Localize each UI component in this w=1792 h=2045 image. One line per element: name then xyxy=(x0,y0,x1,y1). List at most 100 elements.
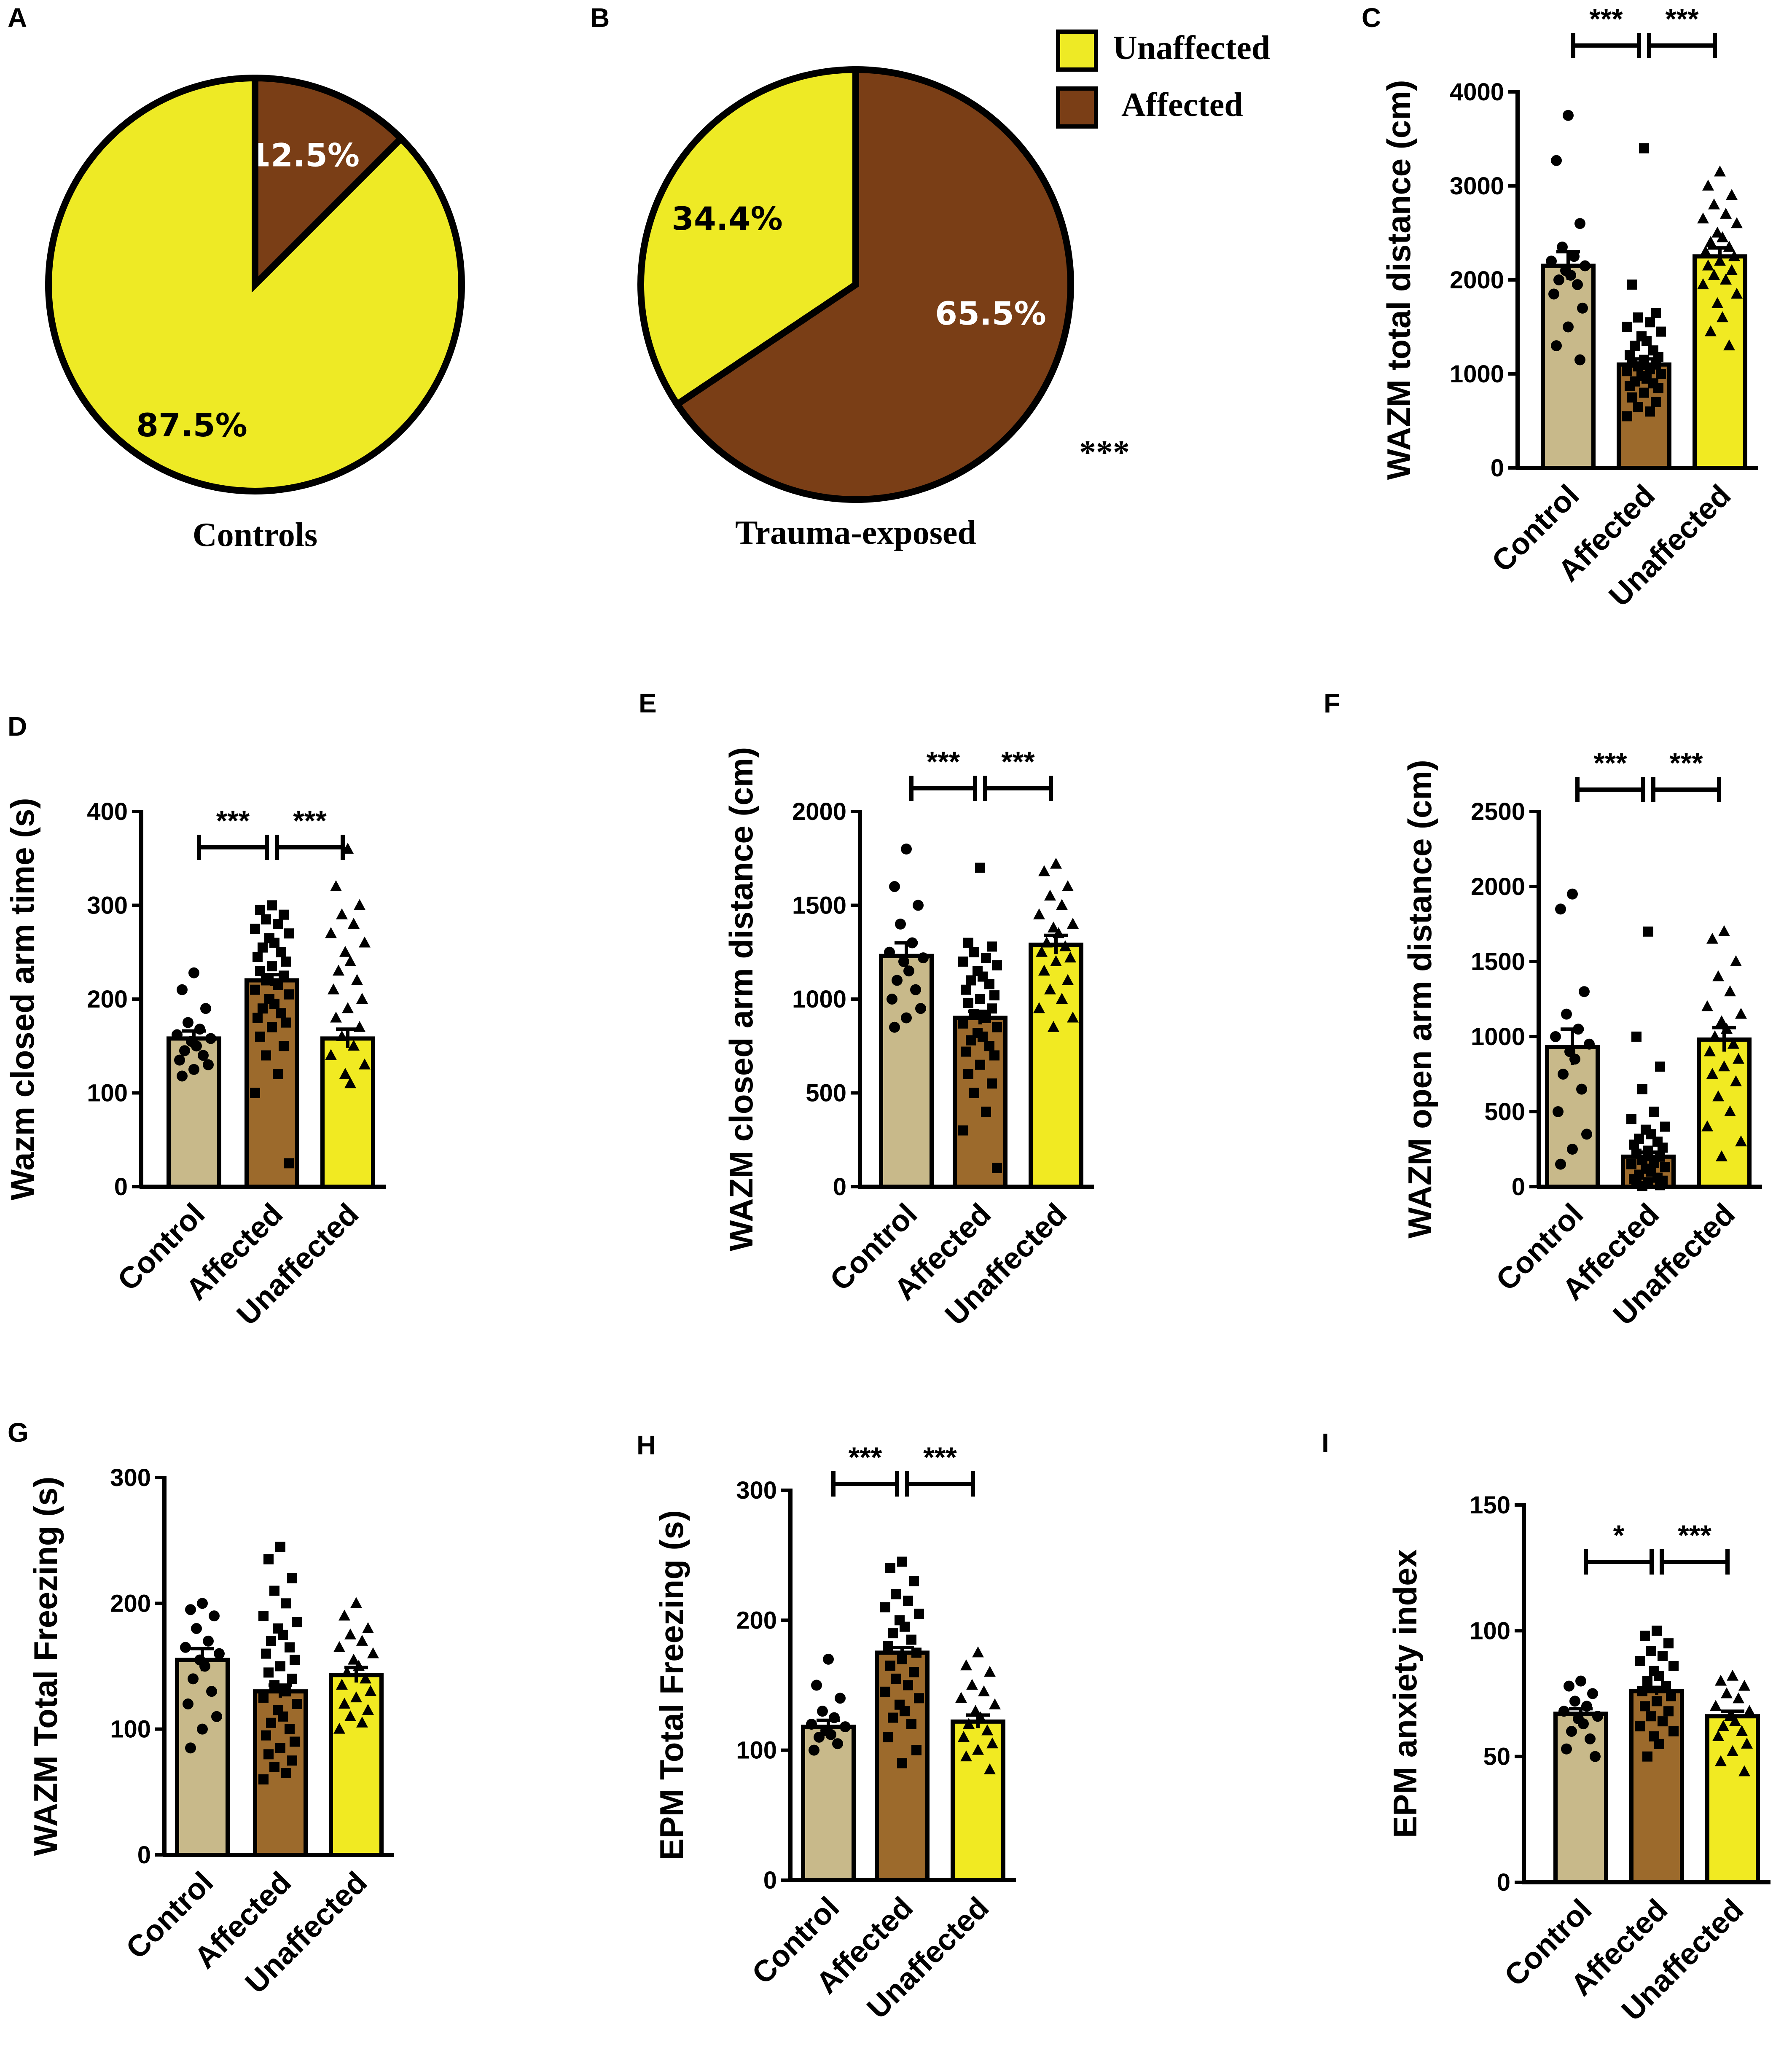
data-point xyxy=(1551,155,1562,166)
y-tick-label: 300 xyxy=(736,1477,777,1504)
data-point xyxy=(1561,1743,1572,1755)
y-tick-label: 0 xyxy=(833,1173,846,1201)
data-point xyxy=(901,1012,912,1024)
data-point xyxy=(1038,865,1050,876)
data-point xyxy=(290,1736,300,1747)
data-point xyxy=(273,1069,283,1079)
y-tick-label: 1000 xyxy=(792,986,846,1013)
data-point xyxy=(892,975,903,986)
y-tick-label: 2000 xyxy=(1450,266,1504,294)
data-point xyxy=(981,1107,991,1117)
bar-chart-e: E WAZM closed arm distance (cm) 0 500 1000 15… xyxy=(639,688,1094,1332)
data-point xyxy=(889,1021,900,1033)
data-point xyxy=(888,1628,898,1639)
data-point xyxy=(1646,1646,1656,1656)
data-point xyxy=(1553,1106,1564,1117)
data-point xyxy=(292,1699,302,1709)
data-point xyxy=(1033,908,1045,919)
data-point xyxy=(1697,212,1709,224)
data-point xyxy=(966,1035,976,1045)
significance-label: *** xyxy=(216,805,250,837)
y-tick-label: 4000 xyxy=(1450,78,1504,106)
data-point xyxy=(354,899,365,910)
significance-label: *** xyxy=(849,1441,882,1473)
y-axis-title: EPM Total Freezing (s) xyxy=(653,1510,690,1860)
data-point xyxy=(1706,932,1718,944)
data-point xyxy=(1577,302,1588,314)
data-point xyxy=(1697,278,1709,290)
data-point xyxy=(969,1088,979,1098)
data-point xyxy=(817,1706,828,1717)
data-point xyxy=(1666,1691,1676,1701)
data-point xyxy=(992,1022,1002,1032)
bar-control xyxy=(879,954,934,1189)
data-point xyxy=(276,947,286,957)
data-point xyxy=(1651,397,1661,407)
data-point xyxy=(1656,369,1666,379)
data-point xyxy=(970,1705,981,1716)
data-point xyxy=(806,1719,817,1730)
data-point xyxy=(276,1008,286,1018)
data-point xyxy=(1067,1011,1079,1023)
y-axis-title: WAZM closed arm distance (cm) xyxy=(723,747,760,1251)
data-point xyxy=(955,1692,967,1703)
data-point xyxy=(341,1666,353,1677)
data-point xyxy=(1724,985,1736,997)
data-point xyxy=(1655,1180,1665,1190)
y-tick-label: 150 xyxy=(1470,1491,1510,1519)
data-point xyxy=(362,1704,374,1715)
data-point xyxy=(209,1610,220,1622)
significance-label: *** xyxy=(1001,746,1035,778)
data-point xyxy=(269,1762,279,1772)
data-point xyxy=(895,919,906,930)
data-point xyxy=(918,952,929,964)
legend-label-unaffected: Unaffected xyxy=(1113,30,1270,67)
data-point xyxy=(1566,1726,1577,1737)
significance-label: *** xyxy=(293,805,327,837)
data-point xyxy=(325,1049,337,1060)
significance-label: *** xyxy=(1678,1519,1711,1551)
data-point xyxy=(356,993,368,1004)
data-point xyxy=(333,965,344,976)
y-tick-label: 1500 xyxy=(792,892,846,919)
y-axis-title: Wazm closed arm time (s) xyxy=(4,798,41,1200)
data-point xyxy=(1633,312,1643,323)
significance-stars: *** xyxy=(1079,434,1130,471)
bar-unaffected xyxy=(1029,942,1083,1189)
data-point xyxy=(963,1718,975,1729)
data-point xyxy=(214,1648,225,1659)
data-point xyxy=(978,1032,988,1042)
panel-label: F xyxy=(1324,688,1340,718)
data-point xyxy=(909,1667,919,1677)
data-point xyxy=(1738,1765,1750,1776)
data-point xyxy=(350,1691,362,1703)
data-point xyxy=(1717,231,1728,242)
data-point xyxy=(1729,1715,1741,1726)
data-point xyxy=(1663,1706,1674,1717)
data-point xyxy=(1652,1696,1662,1706)
data-point xyxy=(1643,926,1653,937)
bar-unaffected xyxy=(329,1673,384,1857)
data-point xyxy=(1731,288,1743,299)
data-point xyxy=(1655,1061,1665,1072)
data-point xyxy=(188,1673,199,1685)
y-tick-label: 100 xyxy=(87,1080,128,1107)
data-point xyxy=(281,1686,291,1697)
data-point xyxy=(273,980,283,990)
significance-label: *** xyxy=(1669,747,1703,779)
data-point xyxy=(1658,1651,1668,1661)
data-point xyxy=(1728,1037,1739,1049)
data-point xyxy=(1660,1121,1670,1132)
data-point xyxy=(203,1635,214,1647)
data-point xyxy=(811,1680,822,1691)
data-point xyxy=(1563,321,1574,333)
data-point xyxy=(258,1611,269,1621)
data-point xyxy=(269,1585,279,1596)
panel-label: I xyxy=(1322,1428,1329,1458)
data-point xyxy=(1712,1730,1724,1741)
data-point xyxy=(292,1617,302,1628)
data-point xyxy=(367,1647,379,1658)
data-point xyxy=(1642,1751,1652,1762)
data-point xyxy=(1728,250,1740,261)
